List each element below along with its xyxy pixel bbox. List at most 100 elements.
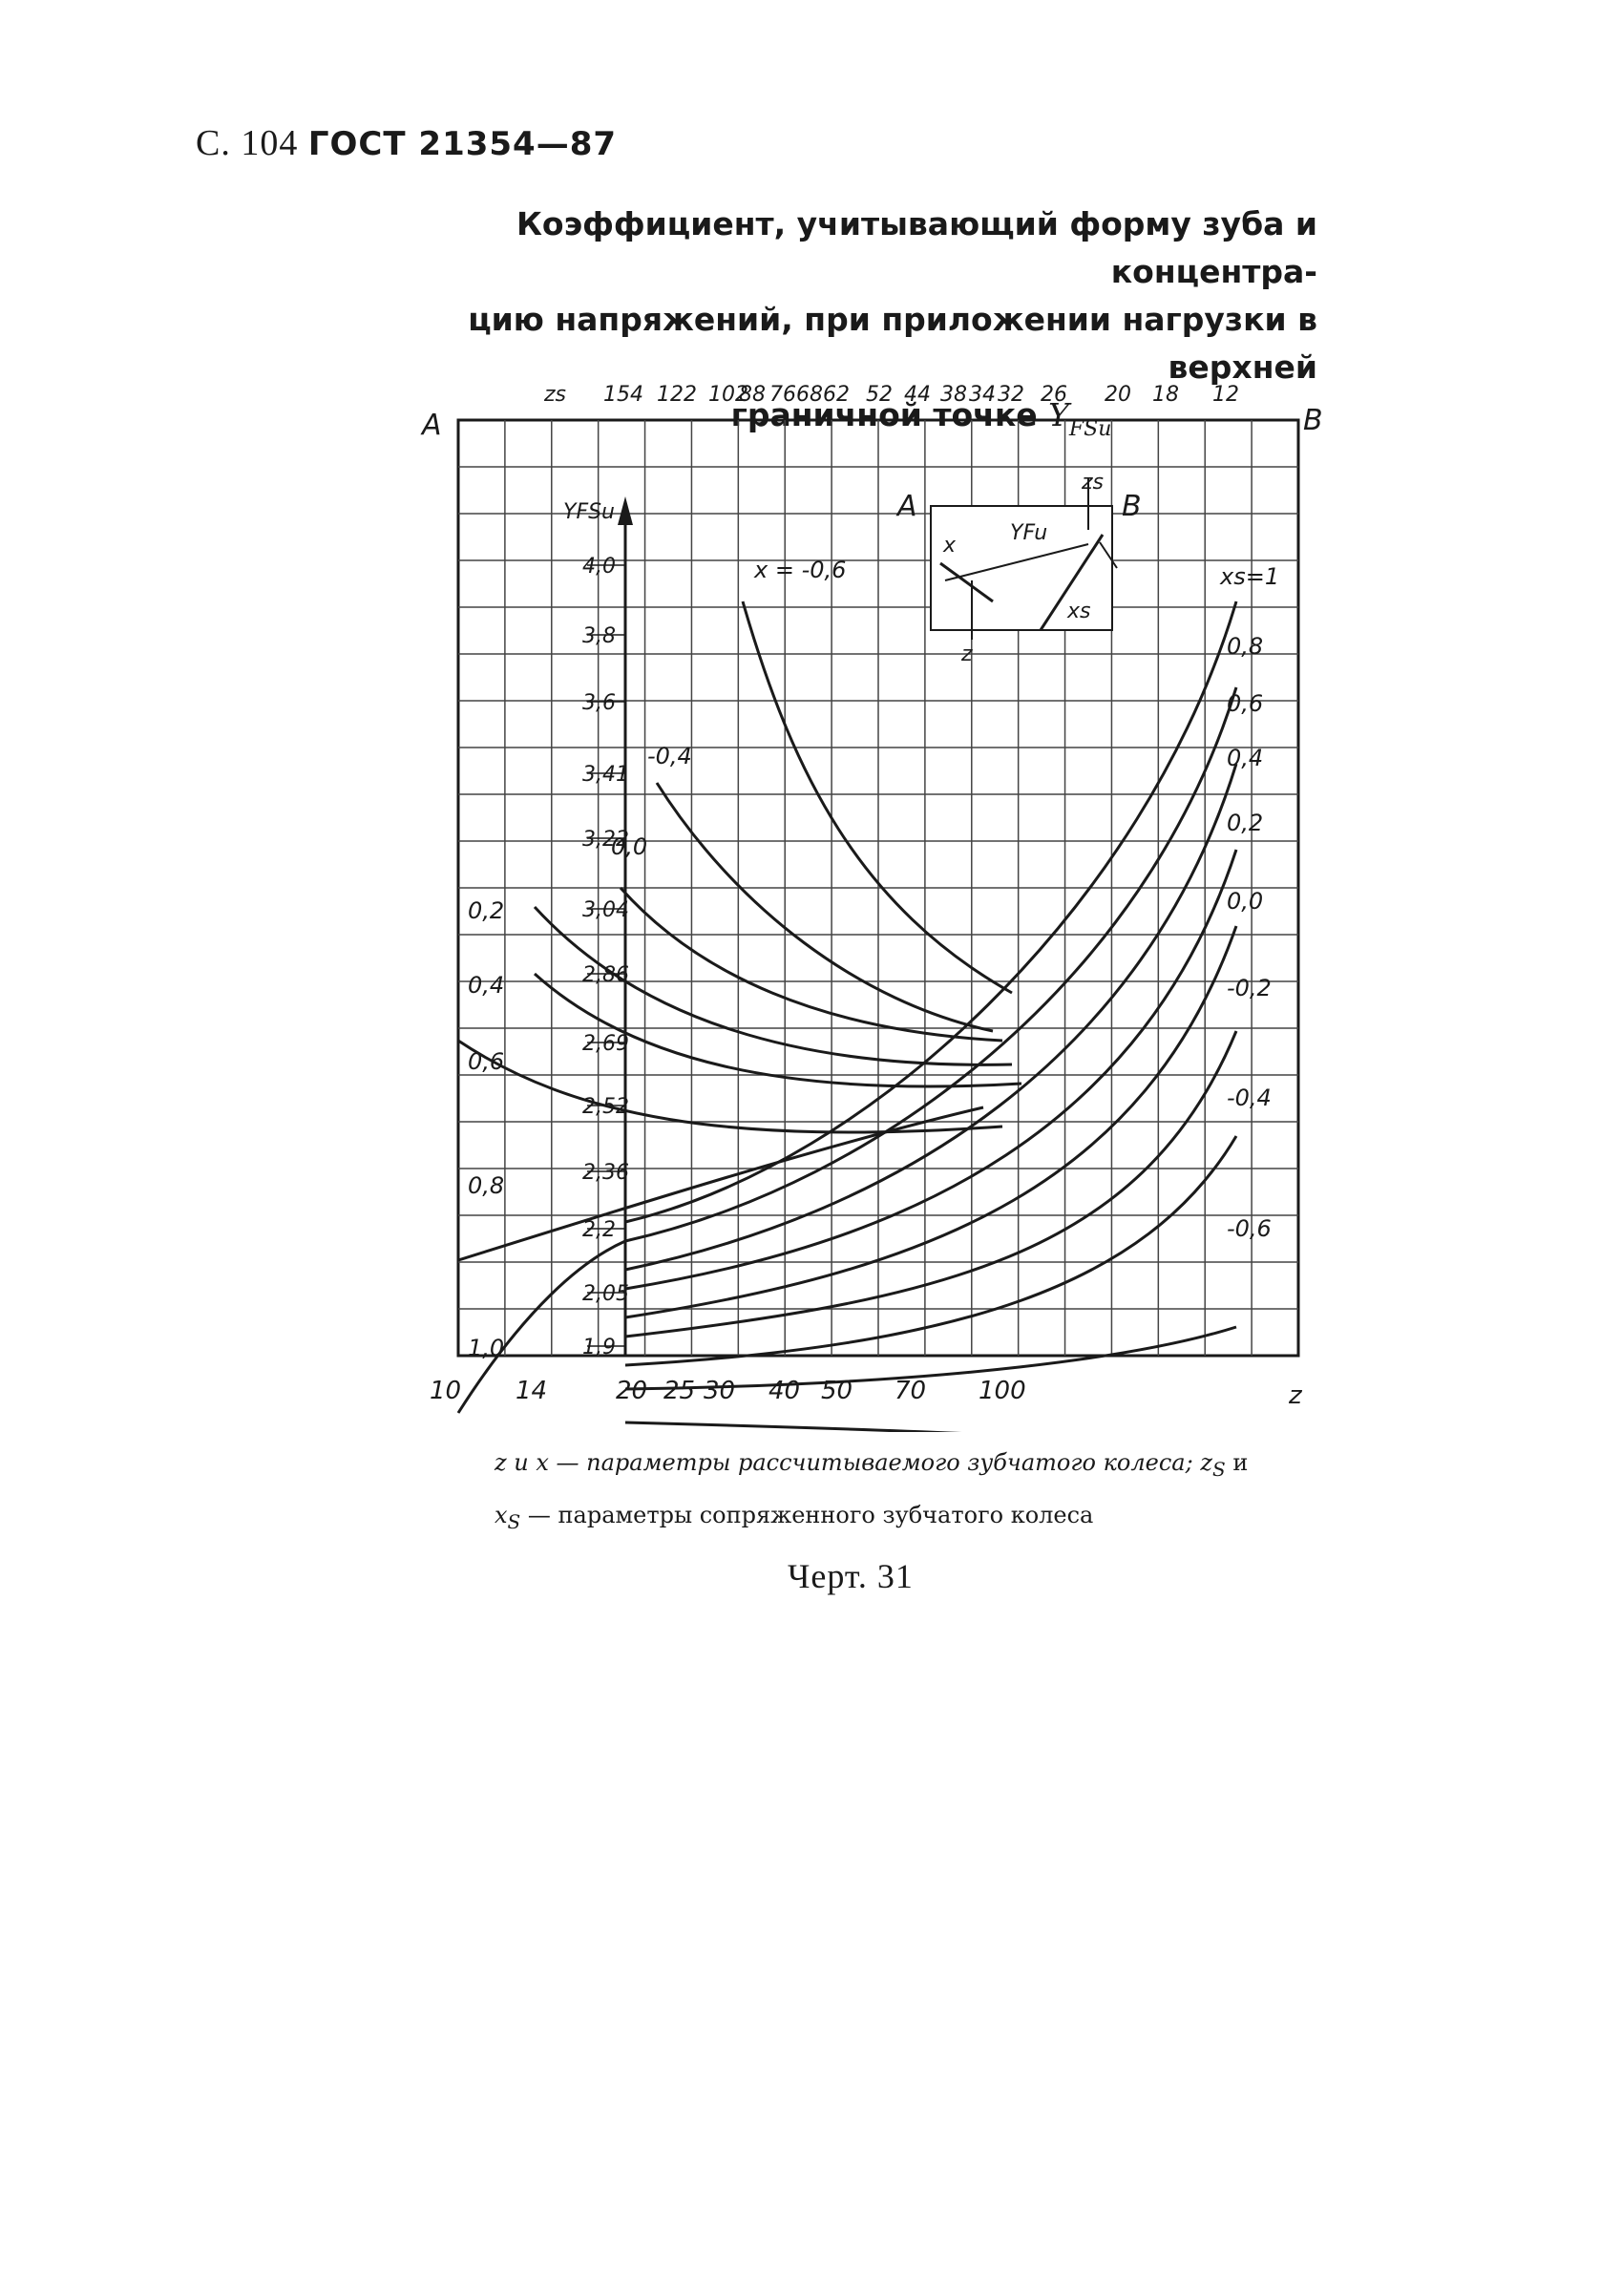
y-tick-label: 3,41 [582,763,629,787]
figure-number: Черт. 31 [788,1557,914,1595]
title-line-1: Коэффициент, учитывающий форму зуба и ко… [516,205,1317,290]
y-tick-label: 2,05 [582,1282,629,1306]
title-line-2: цию напряжений, при приложении нагрузки … [468,301,1317,386]
x-series-label: -0,4 [647,743,692,769]
corner-right-label: B [1303,404,1323,437]
caption-xs: xS [495,1501,520,1533]
x-series-label: 0,8 [468,1172,504,1199]
chart-key-inset: A B zs x YFu xs z [895,471,1142,666]
key-x-label: x [942,534,957,558]
x-series-curve [533,905,1013,1066]
page-header: С. 104 ГОСТ 21354—87 [196,122,617,164]
top-tick-label: 38 [940,383,967,407]
key-a-label: A [895,490,917,523]
y-tick-label: 2,52 [582,1095,629,1119]
xs-series-label: 0,0 [1227,888,1263,915]
xs-series-label: 0,8 [1227,633,1263,660]
top-tick-label: 32 [998,383,1024,407]
x-tick-label: 25 [663,1377,695,1405]
top-tick-label: 76 [769,383,796,407]
y-tick-label: 2,2 [582,1218,616,1242]
top-tick-label: 154 [603,383,643,407]
x-series-curve [457,1039,1003,1134]
top-tick-label: 18 [1152,383,1179,407]
xs-series-curve [624,849,1238,1291]
y-tick-label: 1,9 [582,1336,616,1359]
y-tick-label: 3,04 [582,898,629,922]
key-yfu-label: YFu [1010,521,1047,545]
x-series-label: 0,6 [468,1048,504,1075]
x-tick-label: 50 [821,1377,853,1405]
x-series-curve [619,887,1003,1043]
xs-series-label: -0,6 [1227,1215,1272,1242]
x-series-curve [655,782,994,1033]
page-number: С. 104 [196,123,299,163]
xs-series-curve [624,686,1238,1243]
caption-line-1: z и x — параметры рассчитываемого зубчат… [495,1449,1193,1476]
key-zs-label: zs [1081,471,1104,495]
top-tick-label: 44 [904,383,931,407]
corner-left-label: A [420,409,442,442]
chart-grid [456,418,1300,1358]
x-series-label: 0,2 [468,897,504,924]
top-tick-label: 62 [823,383,850,407]
top-tick-label: 52 [866,383,893,407]
key-b-label: B [1122,490,1142,523]
x-tick-label: 20 [616,1377,647,1405]
xs-series-curve [624,925,1238,1319]
xs-series-curve [624,1421,962,1432]
caption-zs-sub: S [1211,1457,1226,1481]
top-tick-label: 68 [796,383,823,407]
y-tick-label: 2,69 [582,1032,629,1056]
xs-series-label: 0,2 [1227,810,1263,836]
xs-series-label: xs=1 [1219,563,1279,590]
y-tick-label: 3,6 [582,691,616,715]
caption-and: и [1232,1449,1249,1476]
y-tick-label: 2,36 [582,1161,629,1185]
chart-curves [456,600,1238,1432]
top-tick-label: 12 [1212,383,1239,407]
y-tick-label: 3,22 [582,828,629,852]
x-series-label: x = -0,6 [753,557,846,583]
caption-xs-sub: S [507,1509,521,1533]
top-tick-label: 20 [1105,383,1131,407]
x-tick-label: 10 [430,1377,461,1405]
top-tick-label: 34 [969,383,996,407]
xs-series-label: 0,6 [1227,690,1263,717]
xs-series-label: -0,2 [1227,975,1272,1001]
xs-series-curve [624,600,1238,1224]
x-axis-label: z [1288,1381,1303,1410]
title-symbol-main: Y [1048,396,1069,433]
top-axis-label: zs [543,383,566,407]
caption-xs-main: x [495,1501,508,1528]
title-line-3-text: граничной точке [730,396,1038,433]
x-tick-label: 40 [768,1377,800,1405]
x-tick-label: 14 [516,1377,547,1405]
xs-series-curve [624,763,1238,1272]
x-series-label: 1,0 [468,1335,504,1361]
y-tick-label: 2,86 [582,963,629,987]
y-axis-label: YFSu [563,500,615,524]
x-tick-label: 100 [979,1377,1026,1405]
x-series-curve [457,1106,984,1262]
x-series-curve [741,600,1013,995]
top-tick-label: 102 [708,383,748,407]
y-axis-arrow [618,496,633,525]
x-series-label: 0,0 [611,833,647,860]
xs-series-curve [624,1325,1237,1391]
top-tick-label: 88 [739,383,766,407]
key-xs-label: xs [1066,600,1090,623]
x-tick-label: 70 [895,1377,926,1405]
figure-title: Коэффициент, учитывающий форму зуба и ко… [382,200,1317,453]
x-series-label: 0,4 [468,972,504,999]
y-tick-label: 3,8 [582,624,616,648]
top-tick-label: 26 [1041,383,1067,407]
figure-caption: z и x — параметры рассчитываемого зубчат… [495,1440,1373,1545]
x-tick-label: 30 [704,1377,735,1405]
y-tick-label: 4,0 [582,555,616,579]
xs-series-label: 0,4 [1227,745,1263,771]
caption-zs: zS [1200,1449,1225,1481]
xs-series-label: -0,4 [1227,1085,1272,1111]
